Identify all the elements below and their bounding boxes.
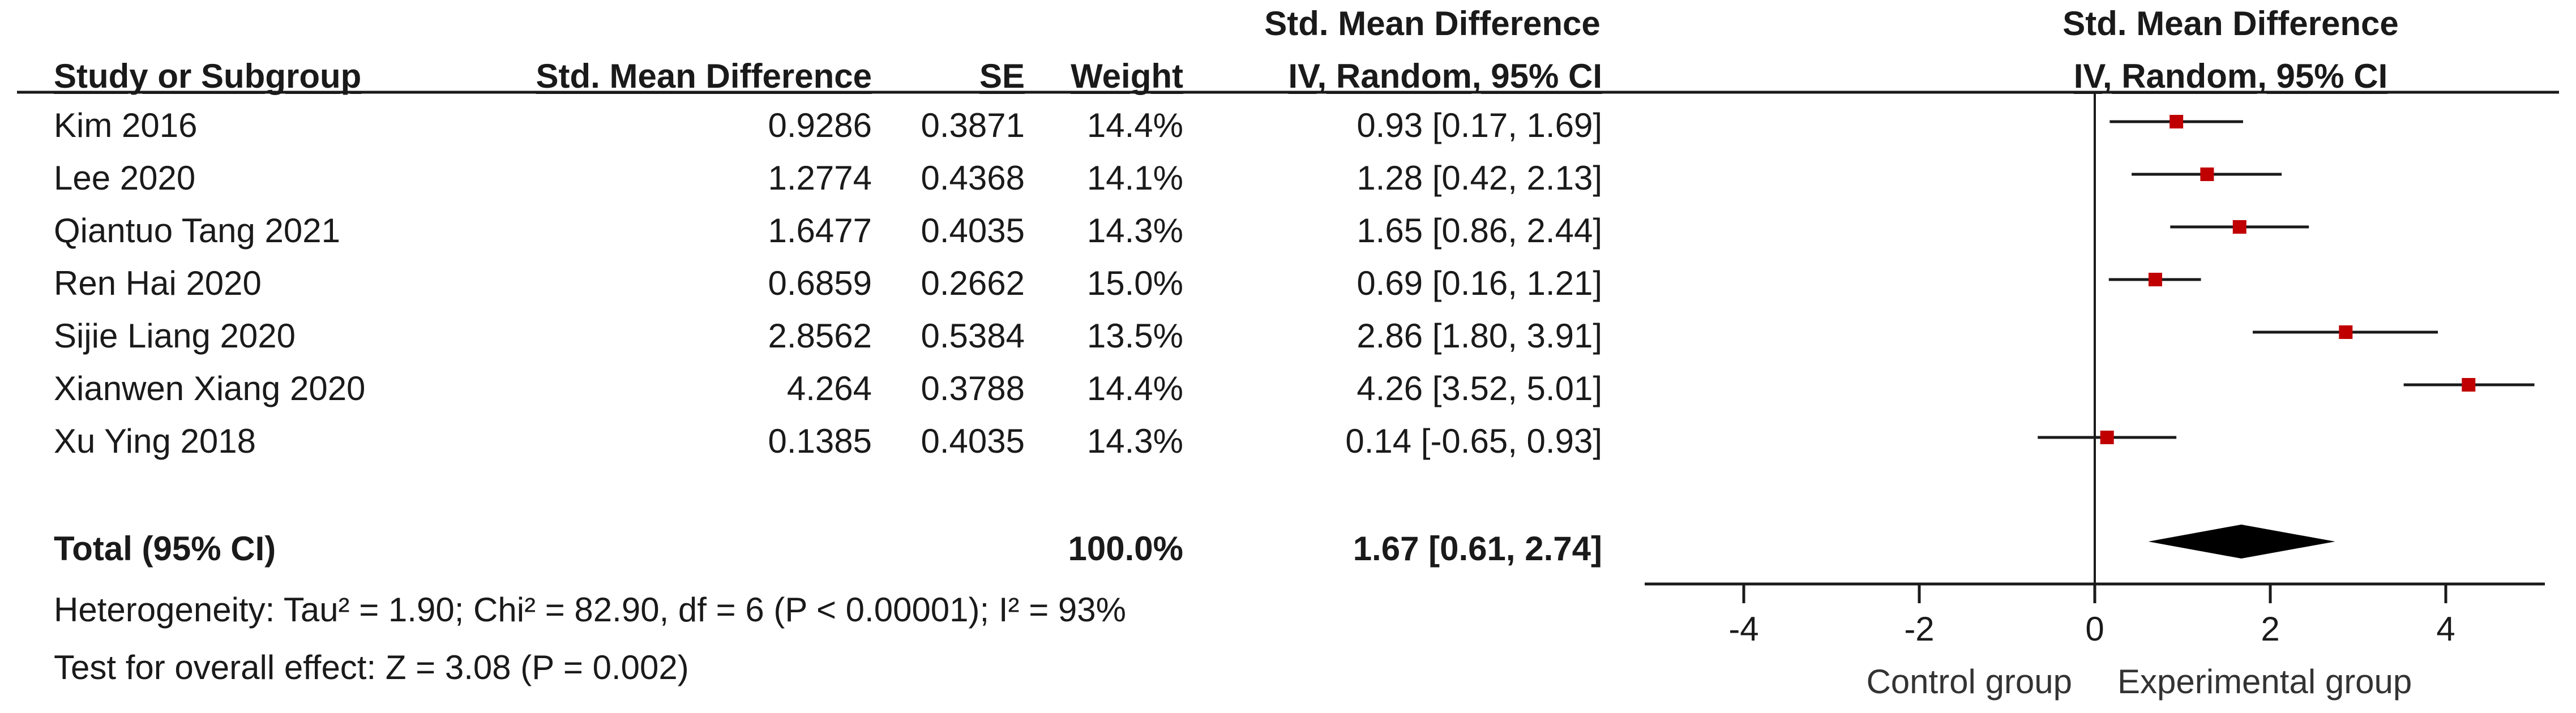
study-ci: 1.65 [0.86, 2.44]: [1357, 212, 1602, 250]
study-se: 0.2662: [921, 264, 1025, 302]
total-ci: 1.67 [0.61, 2.74]: [1353, 530, 1602, 568]
study-point: [2170, 115, 2184, 128]
study-weight: 14.4%: [1086, 106, 1183, 144]
x-tick-label: 2: [2261, 610, 2279, 648]
heterogeneity-note: Heterogeneity: Tau² = 1.90; Chi² = 82.90…: [54, 591, 1126, 629]
study-point: [2148, 273, 2162, 286]
total-weight: 100.0%: [1068, 530, 1184, 568]
header-plot-title: Std. Mean Difference: [2062, 5, 2399, 42]
study-ci: 2.86 [1.80, 3.91]: [1357, 317, 1602, 355]
experimental-group-label: Experimental group: [2117, 663, 2412, 701]
header-smd: Std. Mean Difference: [536, 57, 872, 95]
study-ci: 4.26 [3.52, 5.01]: [1357, 370, 1602, 407]
study-point: [2232, 220, 2246, 234]
study-name: Qiantuo Tang 2021: [54, 212, 340, 250]
study-name: Ren Hai 2020: [54, 264, 262, 302]
x-tick-label: -4: [1728, 610, 1758, 648]
study-ci: 1.28 [0.42, 2.13]: [1357, 159, 1602, 197]
study-name: Xianwen Xiang 2020: [54, 370, 366, 407]
study-name: Kim 2016: [54, 106, 198, 144]
study-ci: 0.14 [-0.65, 0.93]: [1345, 422, 1602, 460]
study-smd: 2.8562: [768, 317, 872, 355]
overall-diamond: [2148, 525, 2335, 559]
study-name: Xu Ying 2018: [54, 422, 256, 460]
study-smd: 1.6477: [768, 212, 872, 250]
header-smd-title: Std. Mean Difference: [1264, 5, 1601, 42]
study-point: [2462, 378, 2476, 392]
study-weight: 14.3%: [1086, 422, 1183, 460]
header-se: SE: [979, 57, 1025, 95]
x-tick-label: 4: [2436, 610, 2455, 648]
study-se: 0.3871: [921, 106, 1025, 144]
study-se: 0.4035: [921, 422, 1025, 460]
overall-effect-note: Test for overall effect: Z = 3.08 (P = 0…: [54, 648, 689, 686]
study-weight: 14.1%: [1086, 159, 1183, 197]
study-weight: 15.0%: [1086, 264, 1183, 302]
study-se: 0.3788: [921, 370, 1025, 407]
study-ci: 0.69 [0.16, 1.21]: [1357, 264, 1602, 302]
study-smd: 1.2774: [768, 159, 872, 197]
x-tick-label: -2: [1904, 610, 1934, 648]
study-name: Sijie Liang 2020: [54, 317, 296, 355]
header-ci: IV, Random, 95% CI: [1288, 57, 1602, 95]
study-smd: 4.264: [786, 370, 872, 407]
study-name: Lee 2020: [54, 159, 196, 197]
total-label: Total (95% CI): [54, 530, 276, 568]
study-smd: 0.9286: [768, 106, 872, 144]
header-weight: Weight: [1071, 57, 1183, 95]
header-plot-ci: IV, Random, 95% CI: [2073, 57, 2388, 95]
study-point: [2200, 167, 2214, 181]
study-point: [2339, 325, 2353, 339]
study-weight: 13.5%: [1086, 317, 1183, 355]
study-ci: 0.93 [0.17, 1.69]: [1357, 106, 1602, 144]
header-study: Study or Subgroup: [54, 57, 362, 95]
study-se: 0.4035: [921, 212, 1025, 250]
study-point: [2100, 431, 2114, 444]
x-tick-label: 0: [2085, 610, 2104, 648]
study-weight: 14.3%: [1086, 212, 1183, 250]
control-group-label: Control group: [1866, 663, 2072, 701]
study-weight: 14.4%: [1086, 370, 1183, 407]
study-se: 0.4368: [921, 159, 1025, 197]
study-se: 0.5384: [921, 317, 1025, 355]
study-smd: 0.1385: [768, 422, 872, 460]
study-smd: 0.6859: [768, 264, 872, 302]
